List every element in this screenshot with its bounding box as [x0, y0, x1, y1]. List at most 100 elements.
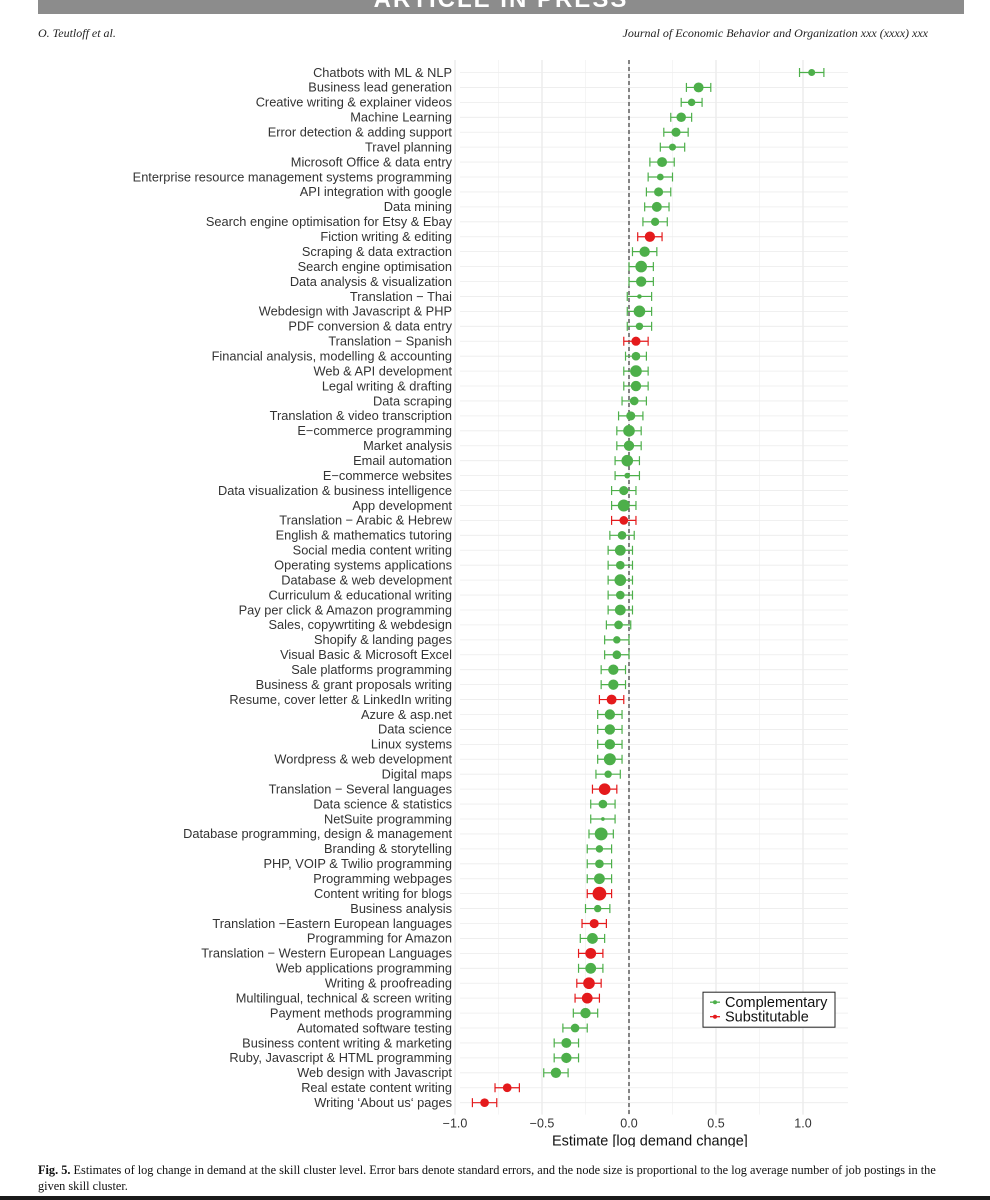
estimate-row: Translation & video transcription — [270, 408, 644, 423]
skill-cluster-label: Real estate content writing — [301, 1080, 452, 1095]
skill-cluster-label: Translation − Several languages — [269, 781, 452, 796]
skill-cluster-label: Pay per click & Amazon programming — [239, 602, 452, 617]
estimate-point — [581, 992, 593, 1004]
estimate-point — [619, 516, 629, 525]
estimate-point — [613, 636, 621, 644]
skill-cluster-label: Web & API development — [314, 363, 453, 378]
skill-cluster-label: Microsoft Office & data entry — [291, 154, 453, 169]
estimate-row: Programming webpages — [313, 871, 613, 886]
skill-cluster-label: E−commerce websites — [323, 468, 452, 483]
skill-cluster-label: Chatbots with ML & NLP — [313, 65, 452, 80]
estimate-point — [480, 1098, 489, 1108]
estimate-point — [604, 709, 616, 720]
skill-cluster-label: Business analysis — [350, 901, 452, 916]
estimate-row: Operating systems applications — [274, 557, 634, 572]
estimate-point — [626, 411, 636, 421]
estimate-row: Webdesign with Javascript & PHP — [259, 304, 653, 319]
estimate-row: Database programming, design & managemen… — [183, 826, 614, 841]
estimate-row: Business lead generation — [308, 80, 712, 95]
estimate-row: Digital maps — [382, 767, 621, 782]
skill-cluster-label: Market analysis — [363, 438, 452, 453]
skill-cluster-label: Enterprise resource management systems p… — [133, 169, 452, 184]
estimate-point — [623, 440, 635, 451]
estimate-row: Business content writing & marketing — [242, 1035, 580, 1050]
x-axis-title: Estimate [log demand change] — [552, 1134, 748, 1147]
estimate-row: Business analysis — [350, 901, 611, 916]
estimate-row: Data visualization & business intelligen… — [218, 483, 637, 498]
estimate-point — [668, 143, 677, 151]
estimate-point — [635, 276, 647, 287]
skill-cluster-label: Data science & statistics — [313, 796, 452, 811]
estimate-point — [644, 231, 656, 242]
estimate-point — [593, 904, 602, 913]
estimate-row: Scraping & data extraction — [302, 244, 658, 259]
estimate-point — [637, 294, 642, 299]
skill-cluster-label: Web applications programming — [276, 961, 452, 976]
skill-cluster-label: Legal writing & drafting — [322, 378, 452, 393]
grid-layer — [454, 60, 848, 1115]
estimate-row: NetSuite programming — [324, 811, 616, 826]
estimate-point — [631, 336, 641, 346]
estimate-point — [650, 217, 660, 226]
estimate-row: PHP, VOIP & Twilio programming — [264, 856, 613, 871]
estimate-point — [592, 886, 607, 901]
estimate-point — [617, 530, 627, 540]
skill-cluster-label: Web design with Javascript — [297, 1065, 452, 1080]
estimate-point — [595, 859, 604, 869]
skill-cluster-label: Branding & storytelling — [324, 841, 452, 856]
estimate-point — [594, 827, 608, 841]
estimate-row: Web design with Javascript — [297, 1065, 569, 1080]
skill-cluster-label: Creative writing & explainer videos — [256, 95, 452, 110]
skill-cluster-label: Social media content writing — [293, 543, 452, 558]
estimate-point — [671, 127, 681, 137]
estimate-point — [614, 604, 626, 616]
banner-text: ARTICLE IN PRESS — [38, 0, 964, 14]
estimate-row: Web & API development — [314, 363, 649, 378]
skill-cluster-label: Data mining — [384, 199, 452, 214]
skill-cluster-label: Business lead generation — [308, 80, 452, 95]
estimate-point — [585, 947, 597, 959]
skill-cluster-label: Error detection & adding support — [268, 125, 453, 140]
skill-cluster-label: Translation − Thai — [350, 289, 452, 304]
estimate-point — [601, 817, 605, 821]
estimate-row: Email automation — [353, 453, 641, 468]
x-tick-label: −1.0 — [443, 1117, 468, 1131]
x-tick-label: 1.0 — [794, 1117, 811, 1131]
estimate-point — [619, 485, 629, 496]
estimate-point — [614, 574, 627, 586]
estimate-row: Visual Basic & Microsoft Excel — [280, 647, 630, 662]
estimate-point — [594, 873, 605, 885]
estimate-row: Automated software testing — [297, 1020, 588, 1035]
skill-cluster-label: Curriculum & educational writing — [269, 587, 453, 602]
estimate-point — [585, 962, 597, 974]
estimate-point — [615, 590, 625, 600]
skill-cluster-label: PDF conversion & data entry — [288, 319, 452, 334]
estimate-row: Sales, copywrtiting & webdesign — [268, 617, 632, 632]
skill-cluster-label: Translation − Western European Languages — [201, 946, 452, 961]
estimate-point — [630, 380, 642, 392]
estimate-point — [624, 472, 631, 479]
estimate-point — [614, 544, 626, 556]
estimate-row: Linux systems — [371, 737, 623, 752]
skill-cluster-label: Shopify & landing pages — [314, 632, 452, 647]
skill-cluster-label: Travel planning — [365, 139, 452, 154]
estimate-point — [621, 454, 634, 467]
estimate-row: E−commerce websites — [323, 468, 641, 483]
estimate-point — [654, 187, 664, 197]
estimate-point — [630, 365, 642, 377]
estimate-row: Ruby, Javascript & HTML programming — [229, 1050, 580, 1065]
estimate-point — [598, 799, 608, 809]
skill-cluster-label: Machine Learning — [350, 110, 452, 125]
skill-cluster-label: Data science — [378, 722, 452, 737]
estimate-row: Financial analysis, modelling & accounti… — [212, 348, 648, 363]
skill-cluster-label: Data analysis & visualization — [290, 274, 452, 289]
skill-cluster-label: E−commerce programming — [297, 423, 452, 438]
skill-cluster-label: Translation − Spanish — [328, 334, 452, 349]
skill-cluster-label: Translation & video transcription — [270, 408, 452, 423]
estimate-row: Market analysis — [363, 438, 642, 453]
estimate-row: Content writing for blogs — [314, 886, 613, 901]
skill-cluster-label: Programming webpages — [313, 871, 452, 886]
skill-cluster-label: Writing & proofreading — [325, 976, 452, 991]
estimate-point — [580, 1007, 591, 1019]
